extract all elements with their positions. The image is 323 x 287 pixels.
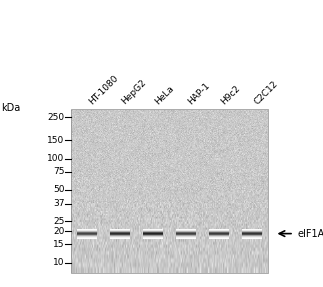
Text: 15: 15 (53, 240, 65, 249)
Text: HT-1080: HT-1080 (87, 73, 120, 106)
Text: eIF1A: eIF1A (297, 229, 323, 238)
Text: kDa: kDa (2, 103, 21, 113)
Text: H9c2: H9c2 (219, 84, 242, 106)
Text: 37: 37 (53, 199, 65, 208)
Text: HeLa: HeLa (153, 84, 176, 106)
Text: 20: 20 (53, 227, 65, 236)
Text: C2C12: C2C12 (252, 79, 279, 106)
Text: HepG2: HepG2 (120, 78, 148, 106)
Text: 10: 10 (53, 258, 65, 267)
Text: 25: 25 (53, 217, 65, 226)
Text: 75: 75 (53, 167, 65, 176)
Text: HAP-1: HAP-1 (186, 81, 212, 106)
Text: 150: 150 (47, 136, 65, 145)
Text: 250: 250 (47, 113, 65, 122)
Text: 100: 100 (47, 154, 65, 163)
Text: 50: 50 (53, 185, 65, 194)
